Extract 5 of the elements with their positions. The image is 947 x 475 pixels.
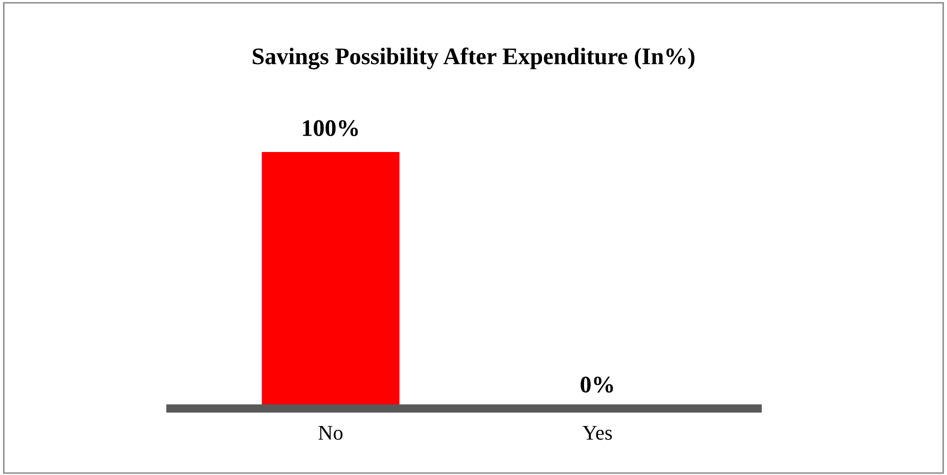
x-tick-label: No	[318, 426, 343, 440]
data-label: 0%	[580, 376, 613, 393]
data-label: 100%	[302, 120, 358, 136]
chart-title: Savings Possibility After Expenditure (In%)	[252, 48, 694, 70]
x-tick-label: Yes	[582, 426, 612, 440]
